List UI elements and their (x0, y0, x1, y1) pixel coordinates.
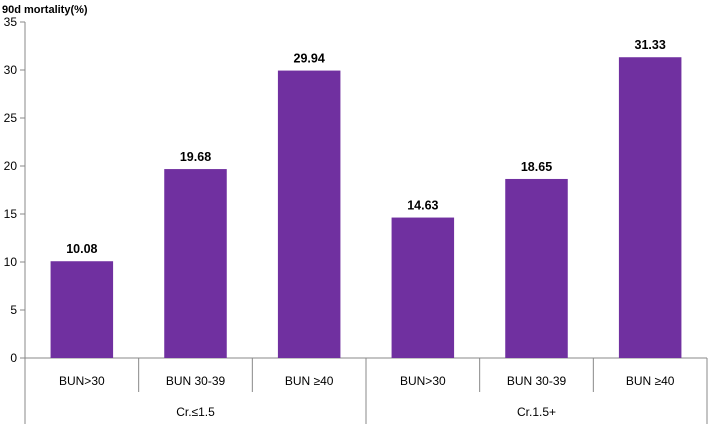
y-tick-label: 35 (4, 15, 18, 29)
bar (391, 217, 455, 358)
y-tick-label: 5 (10, 303, 17, 317)
category-label: BUN ≥40 (285, 374, 334, 388)
category-label: BUN 30-39 (166, 374, 226, 388)
category-label: BUN>30 (400, 374, 446, 388)
category-label: BUN ≥40 (626, 374, 675, 388)
data-label: 14.63 (407, 199, 438, 213)
bar (618, 57, 682, 359)
category-label: BUN 30-39 (507, 374, 567, 388)
y-tick-label: 0 (10, 351, 17, 365)
y-tick-label: 15 (4, 207, 18, 221)
axes: 0 5 10 15 20 25 30 35 (4, 15, 708, 424)
labels-layer: 10.08 BUN>30 19.68 BUN 30-39 29.94 BUN ≥40 14.… (59, 38, 675, 419)
data-label: 29.94 (294, 52, 325, 66)
bar (164, 169, 227, 358)
y-tick-label: 20 (4, 159, 18, 173)
data-label: 18.65 (521, 160, 552, 174)
data-label: 10.08 (66, 242, 97, 256)
data-label: 19.68 (180, 150, 211, 164)
y-tick-label: 25 (4, 111, 18, 125)
y-tick-label: 30 (4, 63, 18, 77)
bars-layer (50, 57, 682, 359)
y-tick-label: 10 (4, 255, 18, 269)
data-label: 31.33 (635, 38, 666, 52)
y-axis-title: 90d mortality(%) (2, 4, 88, 16)
group-label: Cr.≤1.5 (176, 405, 215, 419)
bar (277, 70, 341, 359)
category-label: BUN>30 (59, 374, 105, 388)
bar (505, 178, 568, 358)
bar (50, 261, 114, 358)
group-label: Cr.1.5+ (517, 405, 556, 419)
